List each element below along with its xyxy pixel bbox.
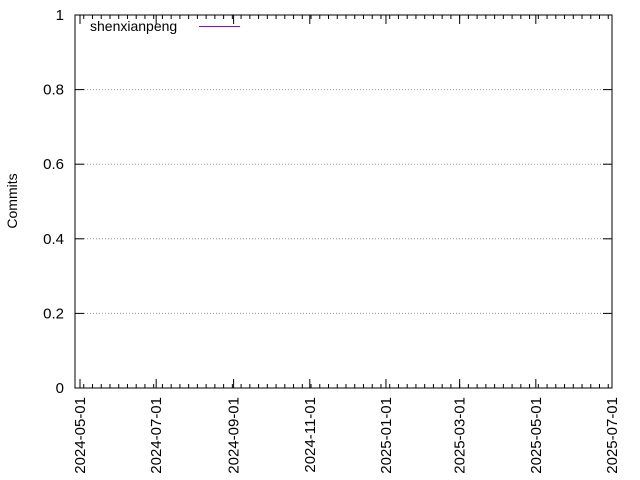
x-tick-label: 2024-07-01 — [148, 397, 165, 474]
x-tick-label: 2024-05-01 — [72, 397, 89, 474]
x-tick-label: 2024-09-01 — [226, 397, 243, 474]
x-tick-label: 2025-01-01 — [378, 397, 395, 474]
y-tick-label: 1 — [56, 7, 64, 24]
x-tick-label: 2024-11-01 — [302, 397, 319, 473]
x-tick-label: 2025-05-01 — [528, 397, 545, 474]
y-tick-label: 0.8 — [43, 82, 64, 99]
x-axis-minor-ticks — [83, 15, 609, 388]
legend-label: shenxianpeng — [90, 18, 177, 34]
y-axis-label: Commits — [4, 173, 20, 228]
legend: shenxianpeng — [90, 18, 240, 34]
y-tick-label: 0 — [56, 380, 64, 397]
x-tick-label: 2025-07-01 — [604, 397, 621, 474]
y-tick-label: 0.6 — [43, 156, 64, 173]
y-tick-label: 0.4 — [43, 231, 64, 248]
y-tick-label: 0.2 — [43, 305, 64, 322]
y-axis-ticks: 0 0.2 0.4 0.6 0.8 1 — [43, 7, 612, 397]
gridlines — [75, 89, 612, 314]
x-axis-ticks: 2024-05-01 2024-07-01 2024-09-01 2024-11-01… — [72, 15, 621, 474]
x-tick-label: 2025-03-01 — [452, 397, 469, 474]
plot-frame — [74, 14, 613, 389]
